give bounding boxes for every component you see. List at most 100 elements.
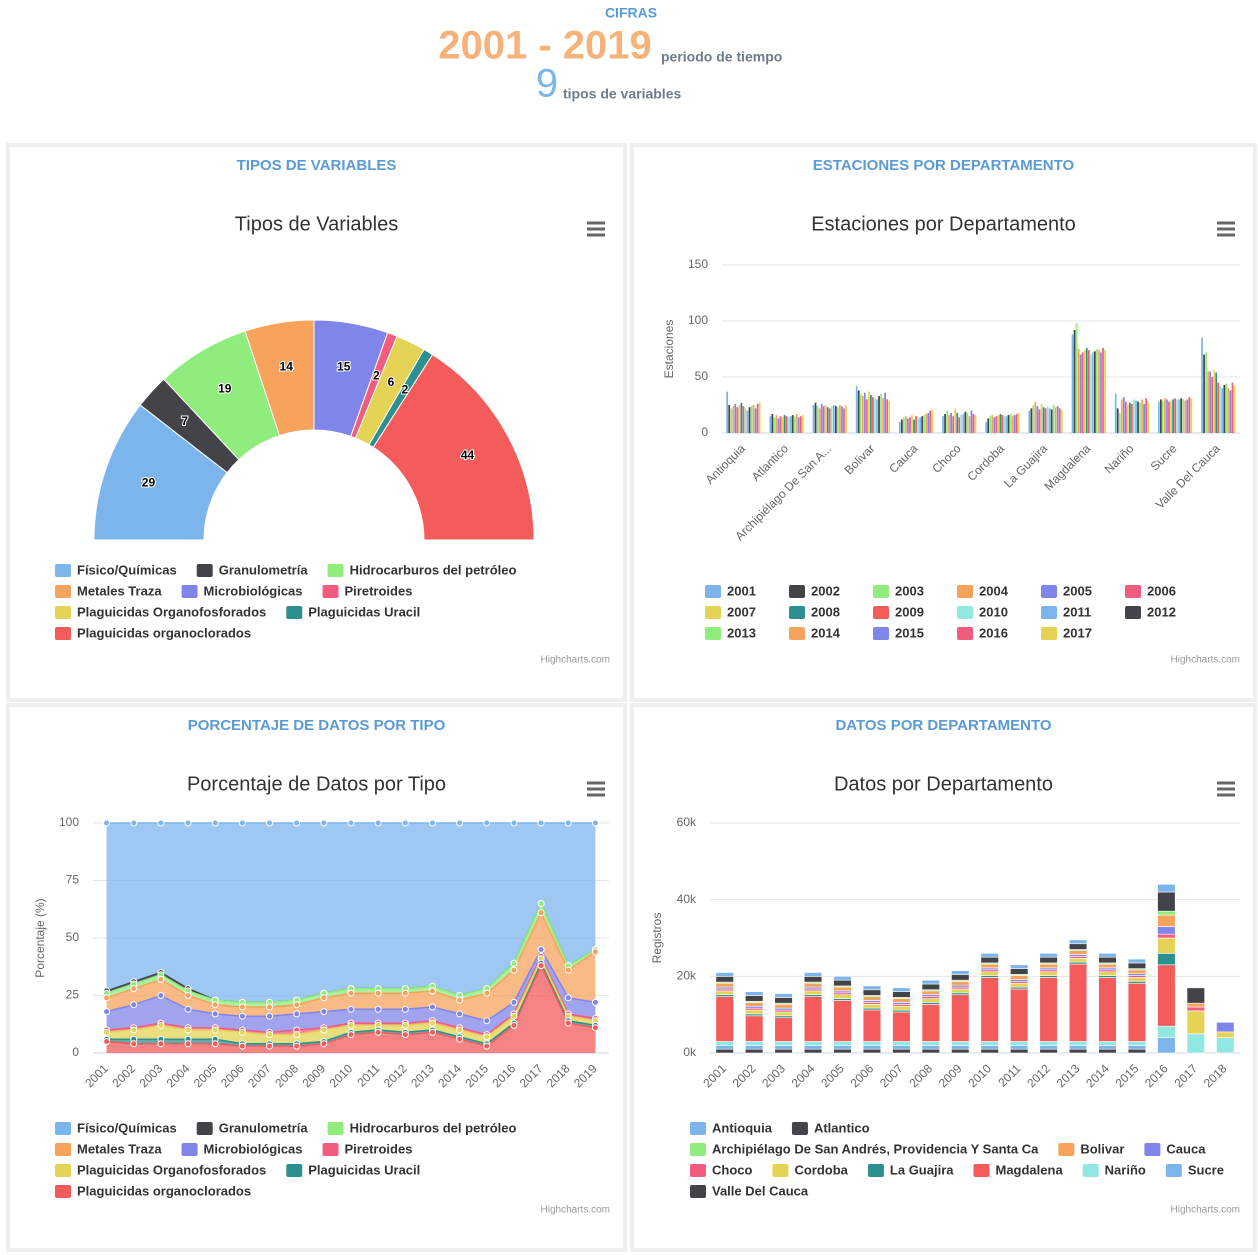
legend-label[interactable]: Choco <box>712 1162 753 1177</box>
legend-swatch[interactable] <box>789 606 805 619</box>
legend-swatch[interactable] <box>690 1122 706 1135</box>
legend-label[interactable]: 2003 <box>895 583 924 598</box>
legend-label[interactable]: 2008 <box>811 604 840 619</box>
legend-label[interactable]: Nariño <box>1105 1162 1146 1177</box>
legend-label[interactable]: Piretroides <box>345 1141 413 1156</box>
legend-swatch[interactable] <box>181 585 198 598</box>
legend-label[interactable]: Plaguicidas Uracil <box>308 1162 420 1177</box>
legend-label[interactable]: Plaguicidas organoclorados <box>77 625 251 640</box>
legend-label[interactable]: Atlantico <box>814 1120 870 1135</box>
legend-swatch[interactable] <box>1125 606 1141 619</box>
legend-swatch[interactable] <box>789 585 805 598</box>
legend-label[interactable]: Hidrocarburos del petróleo <box>350 1120 517 1135</box>
legend-label[interactable]: Antioquia <box>712 1120 773 1135</box>
legend-swatch[interactable] <box>1058 1143 1075 1156</box>
legend-label[interactable]: La Guajira <box>890 1162 954 1177</box>
legend-swatch[interactable] <box>1041 585 1057 598</box>
legend-label[interactable]: Plaguicidas Organofosforados <box>77 1162 266 1177</box>
credits: Highcharts.com <box>541 655 610 666</box>
legend-label[interactable]: Microbiológicas <box>204 1141 303 1156</box>
legend-label[interactable]: 2016 <box>979 625 1008 640</box>
legend-swatch[interactable] <box>196 1122 213 1135</box>
legend-label[interactable]: Cauca <box>1166 1141 1206 1156</box>
legend-swatch[interactable] <box>322 585 339 598</box>
legend-label[interactable]: 2015 <box>895 625 924 640</box>
legend-swatch[interactable] <box>873 627 889 640</box>
legend-swatch[interactable] <box>873 585 889 598</box>
legend-swatch[interactable] <box>1041 627 1057 640</box>
legend-label[interactable]: 2009 <box>895 604 924 619</box>
menu-button[interactable] <box>587 781 605 797</box>
legend-swatch[interactable] <box>1165 1164 1182 1177</box>
legend-swatch[interactable] <box>286 1164 303 1177</box>
legend-swatch[interactable] <box>327 1122 344 1135</box>
legend-swatch[interactable] <box>873 606 889 619</box>
legend-label[interactable]: Plaguicidas organoclorados <box>77 1183 251 1198</box>
legend-label[interactable]: Plaguicidas Uracil <box>308 604 420 619</box>
legend-swatch[interactable] <box>957 585 973 598</box>
legend-swatch[interactable] <box>55 1164 71 1177</box>
legend-swatch[interactable] <box>789 627 805 640</box>
legend-swatch[interactable] <box>705 606 721 619</box>
legend-swatch[interactable] <box>196 564 213 577</box>
legend-swatch[interactable] <box>690 1164 706 1177</box>
legend-label[interactable]: Bolivar <box>1080 1141 1124 1156</box>
legend-swatch[interactable] <box>55 606 71 619</box>
legend-label[interactable]: 2014 <box>811 625 841 640</box>
legend-label[interactable]: 2005 <box>1063 583 1092 598</box>
legend-swatch[interactable] <box>327 564 344 577</box>
legend-swatch[interactable] <box>286 606 303 619</box>
legend-label[interactable]: 2006 <box>1147 583 1176 598</box>
legend-label[interactable]: Cordoba <box>794 1162 848 1177</box>
legend-label[interactable]: 2017 <box>1063 625 1092 640</box>
legend-label[interactable]: Metales Traza <box>77 583 162 598</box>
legend-swatch[interactable] <box>867 1164 884 1177</box>
legend-swatch[interactable] <box>55 564 71 577</box>
menu-button[interactable] <box>1217 781 1235 797</box>
legend-swatch[interactable] <box>690 1185 706 1198</box>
legend-swatch[interactable] <box>55 1122 71 1135</box>
legend-swatch[interactable] <box>690 1143 706 1156</box>
legend-swatch[interactable] <box>1125 585 1141 598</box>
legend-swatch[interactable] <box>973 1164 990 1177</box>
legend-label[interactable]: Valle Del Cauca <box>712 1183 809 1198</box>
legend-swatch[interactable] <box>322 1143 339 1156</box>
legend-label[interactable]: 2012 <box>1147 604 1176 619</box>
legend-swatch[interactable] <box>181 1143 198 1156</box>
legend-label[interactable]: Físico/Químicas <box>77 1120 177 1135</box>
legend-label[interactable]: Granulometría <box>219 1120 309 1135</box>
legend-label[interactable]: Metales Traza <box>77 1141 162 1156</box>
legend-swatch[interactable] <box>957 606 973 619</box>
legend-label[interactable]: Magdalena <box>995 1162 1063 1177</box>
legend-label[interactable]: Archipiélago De San Andrés, Providencia … <box>712 1141 1039 1156</box>
legend-swatch[interactable] <box>957 627 973 640</box>
legend-label[interactable]: 2011 <box>1063 604 1091 619</box>
legend-label[interactable]: Piretroides <box>345 583 413 598</box>
legend-swatch[interactable] <box>1082 1164 1099 1177</box>
legend-swatch[interactable] <box>791 1122 808 1135</box>
legend-label[interactable]: Plaguicidas Organofosforados <box>77 604 266 619</box>
legend-label[interactable]: Granulometría <box>219 562 309 577</box>
bar-segment <box>833 986 852 992</box>
legend-label[interactable]: 2007 <box>727 604 756 619</box>
legend-swatch[interactable] <box>55 627 71 640</box>
legend-label[interactable]: Hidrocarburos del petróleo <box>350 562 517 577</box>
legend-label[interactable]: 2004 <box>979 583 1009 598</box>
legend-swatch[interactable] <box>55 1143 71 1156</box>
legend-label[interactable]: Físico/Químicas <box>77 562 177 577</box>
legend-label[interactable]: 2002 <box>811 583 840 598</box>
legend-swatch[interactable] <box>772 1164 789 1177</box>
legend-label[interactable]: Sucre <box>1188 1162 1224 1177</box>
legend-swatch[interactable] <box>705 627 721 640</box>
menu-button[interactable] <box>1217 221 1235 237</box>
menu-button[interactable] <box>587 221 605 237</box>
legend-swatch[interactable] <box>1144 1143 1161 1156</box>
legend-label[interactable]: 2010 <box>979 604 1008 619</box>
legend-swatch[interactable] <box>55 1185 71 1198</box>
legend-label[interactable]: Microbiológicas <box>204 583 303 598</box>
legend-label[interactable]: 2013 <box>727 625 756 640</box>
legend-swatch[interactable] <box>1041 606 1057 619</box>
legend-label[interactable]: 2001 <box>727 583 756 598</box>
legend-swatch[interactable] <box>705 585 721 598</box>
legend-swatch[interactable] <box>55 585 71 598</box>
